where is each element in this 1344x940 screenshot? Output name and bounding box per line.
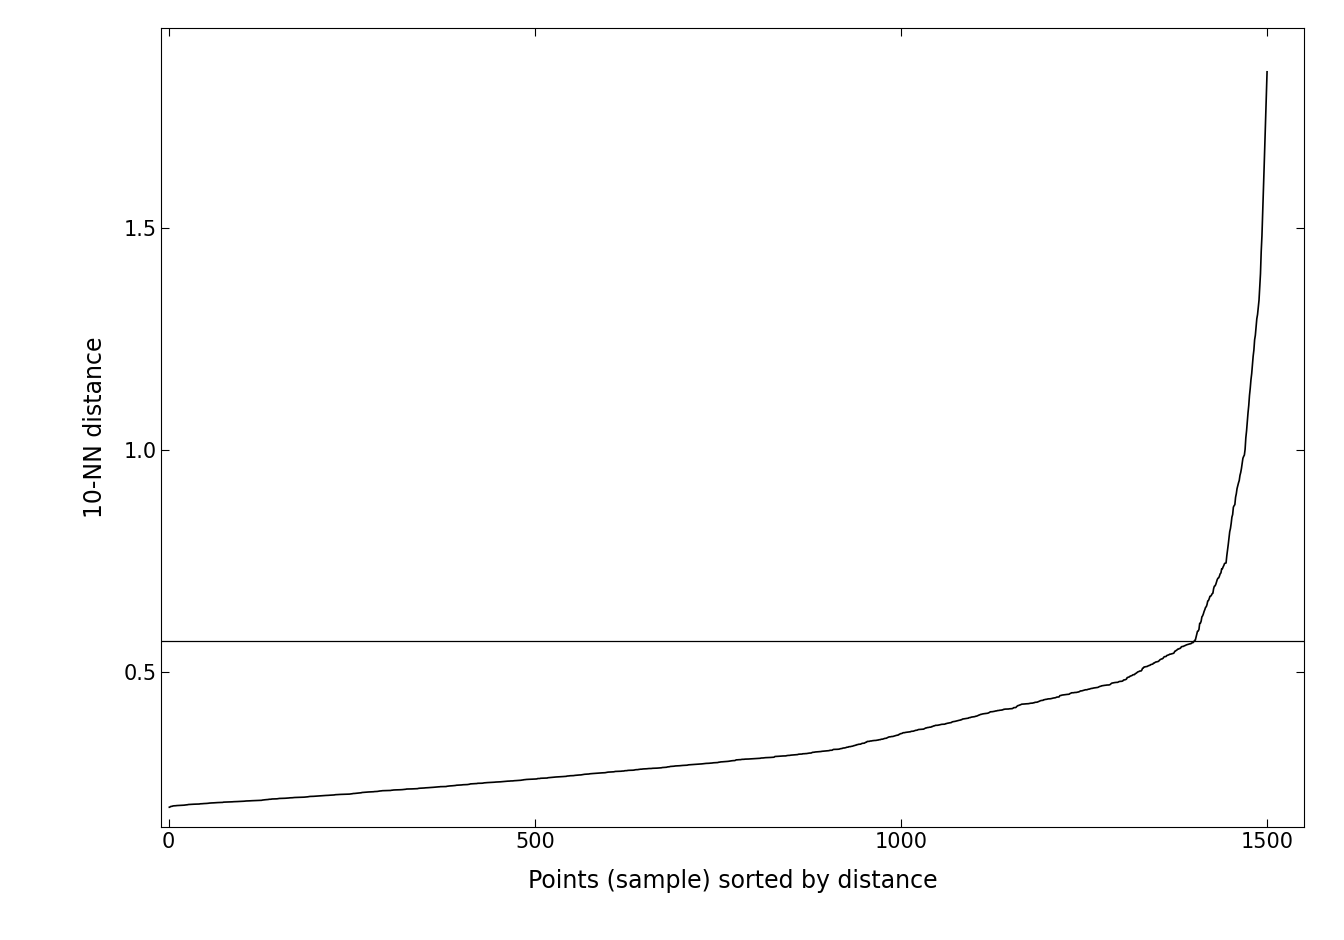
Y-axis label: 10-NN distance: 10-NN distance [82,337,106,519]
X-axis label: Points (sample) sorted by distance: Points (sample) sorted by distance [528,869,937,893]
